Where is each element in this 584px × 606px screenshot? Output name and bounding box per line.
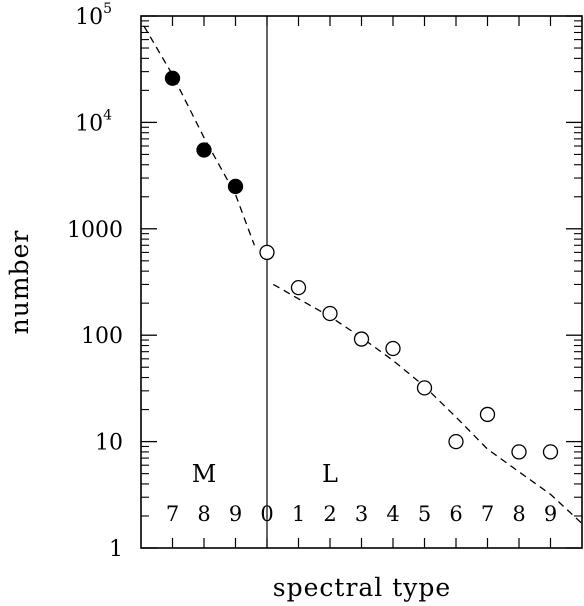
data-point-open (416, 380, 433, 396)
x-tick-label: 6 (449, 502, 462, 526)
fit-line (143, 25, 256, 246)
data-point-open (259, 244, 275, 261)
x-tick-label: 1 (292, 502, 305, 526)
y-tick-label: 105 (75, 1, 112, 30)
x-tick-label: 9 (229, 502, 242, 526)
data-point-open (448, 433, 464, 450)
x-tick-label: 2 (323, 502, 336, 526)
data-point-open (353, 331, 370, 347)
y-tick-label: 104 (75, 107, 112, 136)
data-point-open (385, 340, 401, 357)
data-point-open (511, 444, 527, 460)
data-point-open (479, 406, 496, 423)
x-tick-label: 8 (197, 502, 210, 526)
x-tick-label: 0 (260, 502, 273, 526)
x-tick-label: 7 (481, 502, 494, 526)
data-point-filled (164, 70, 181, 86)
y-tick-label: 1 (109, 537, 123, 562)
x-tick-label: 4 (386, 502, 399, 526)
x-tick-label: 8 (512, 502, 525, 526)
x-tick-label: 9 (544, 502, 557, 526)
data-point-open (542, 444, 559, 460)
y-axis-label: number (5, 230, 34, 335)
y-tick-label: 10 (95, 431, 123, 456)
data-point-filled (196, 142, 212, 158)
spectral-class-label: L (322, 460, 338, 488)
x-tick-label: 3 (355, 502, 368, 526)
y-tick-label: 1000 (67, 218, 123, 243)
fit-line (272, 283, 583, 524)
x-axis-label: spectral type (273, 573, 451, 602)
x-tick-label: 5 (418, 502, 431, 526)
data-point-open (290, 279, 307, 296)
x-tick-label: 7 (166, 502, 179, 526)
data-point-filled (227, 178, 244, 195)
data-point-open (322, 305, 338, 322)
y-tick-label: 100 (81, 324, 123, 349)
spectral-class-label: M (192, 460, 217, 488)
